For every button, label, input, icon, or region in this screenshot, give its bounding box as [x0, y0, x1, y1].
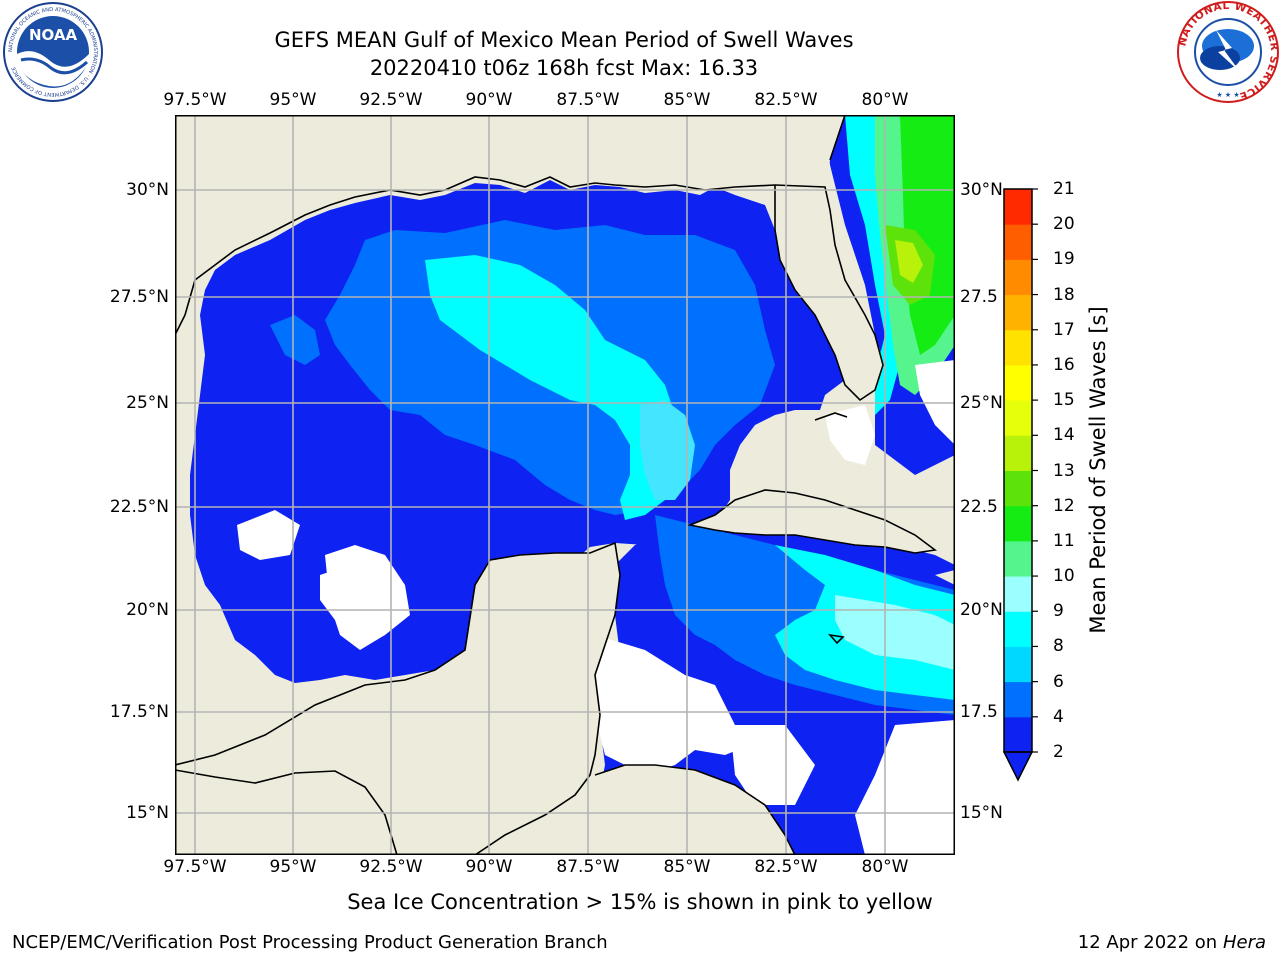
- colorbar-tick-label: 10: [1053, 566, 1075, 587]
- colorbar-segment: [1004, 716, 1032, 753]
- lat-label-right: 22.5: [960, 497, 998, 517]
- colorbar-tick-label: 12: [1053, 495, 1075, 516]
- colorbar: [1002, 188, 1038, 782]
- lon-label-bottom: 97.5°W: [163, 857, 227, 877]
- lat-label-right: 30°N: [960, 180, 1003, 200]
- land-cuba: [690, 490, 935, 553]
- colorbar-tick-label: 11: [1053, 530, 1075, 551]
- lat-label-left: 15°N: [126, 803, 169, 823]
- colorbar-label: Mean Period of Swell Waves [s]: [1086, 306, 1110, 634]
- colorbar-tick-label: 4: [1053, 706, 1064, 727]
- colorbar-tick-label: 17: [1053, 319, 1075, 340]
- colorbar-segment: [1004, 470, 1032, 507]
- swell-period-8-9s-caribbean: [835, 595, 955, 670]
- lon-label-bottom: 92.5°W: [359, 857, 423, 877]
- lat-label-left: 17.5°N: [109, 702, 169, 722]
- land-hispaniola-edge: [935, 570, 955, 585]
- missing-data-west-gulf-2: [237, 510, 300, 560]
- lon-label-top: 90°W: [465, 90, 513, 110]
- lon-label-top: 87.5°W: [556, 90, 620, 110]
- missing-data-bay-of-campeche: [320, 565, 370, 620]
- colorbar-tick-label: 16: [1053, 354, 1075, 375]
- lat-label-left: 27.5°N: [109, 287, 169, 307]
- nws-logo-stars: ★ ★ ★: [1216, 91, 1239, 99]
- lat-label-right: 17.5: [960, 702, 998, 722]
- noaa-logo: NOAA NATIONAL OCEANIC AND ATMOSPHERIC AD…: [3, 2, 103, 102]
- colorbar-segment: [1004, 224, 1032, 260]
- colorbar-segment: [1004, 364, 1032, 401]
- colorbar-tick-label: 20: [1053, 214, 1075, 235]
- land-north-gulf-coast: [175, 115, 845, 335]
- swell-period-6-8s: [640, 400, 695, 500]
- sea-ice-note: Sea Ice Concentration > 15% is shown in …: [347, 890, 933, 914]
- lon-label-bottom: 95°W: [269, 857, 317, 877]
- lon-label-top: 95°W: [269, 90, 317, 110]
- swell-period-2-4s-patch-west: [270, 315, 320, 365]
- land-florida: [775, 185, 883, 400]
- lon-label-top: 92.5°W: [359, 90, 423, 110]
- colorbar-tick-label: 9: [1053, 601, 1064, 622]
- colorbar-tick-label: 18: [1053, 284, 1075, 305]
- lat-label-left: 25°N: [126, 393, 169, 413]
- colorbar-tick-label: 14: [1053, 425, 1075, 446]
- graticule: [175, 115, 955, 855]
- lat-label-right: 20°N: [960, 600, 1003, 620]
- lat-label-left: 22.5°N: [109, 497, 169, 517]
- colorbar-segment: [1004, 189, 1032, 225]
- colorbar-segment: [1004, 505, 1032, 542]
- lon-label-bottom: 85°W: [663, 857, 711, 877]
- colorbar-segment: [1004, 435, 1032, 471]
- lon-label-top: 85°W: [663, 90, 711, 110]
- lat-label-left: 20°N: [126, 600, 169, 620]
- missing-data-florida-keys: [825, 405, 875, 465]
- footer-date: 12 Apr 2022 on Hera: [1078, 932, 1266, 953]
- colorbar-extend-triangle: [1002, 751, 1034, 782]
- lon-label-bottom: 87.5°W: [556, 857, 620, 877]
- colorbar-tick-label: 8: [1053, 636, 1064, 657]
- colorbar-tick-label: 19: [1053, 249, 1075, 270]
- coastlines: [175, 115, 938, 855]
- lat-label-right: 25°N: [960, 393, 1003, 413]
- map-frame: [175, 115, 955, 855]
- colorbar-segment: [1004, 611, 1032, 647]
- colorbar-tick-label: 13: [1053, 460, 1075, 481]
- footer-date-text: 12 Apr 2022 on: [1077, 932, 1223, 953]
- colorbar-segment: [1004, 294, 1032, 331]
- lat-label-left: 30°N: [126, 180, 169, 200]
- lon-label-top: 82.5°W: [754, 90, 818, 110]
- colorbar-tick-label: 2: [1053, 742, 1064, 762]
- colorbar-segment: [1004, 681, 1032, 718]
- colorbar-segment: [1004, 259, 1032, 296]
- missing-data-caribbean-s: [730, 725, 815, 805]
- map-title: GEFS MEAN Gulf of Mexico Mean Period of …: [274, 28, 854, 52]
- lon-label-bottom: 80°W: [861, 857, 909, 877]
- nws-logo: NATIONAL WEATHER SERVICE ★ ★ ★: [1176, 0, 1280, 103]
- lat-label-right: 15°N: [960, 803, 1003, 823]
- colorbar-tick-label: 15: [1053, 390, 1075, 411]
- swell-period-13-14s-atlantic: [895, 240, 923, 283]
- missing-data-caribbean-se: [855, 720, 955, 855]
- noaa-logo-text: NOAA: [29, 26, 78, 44]
- land-central-america: [595, 765, 795, 855]
- footer-credit: NCEP/EMC/Verification Post Processing Pr…: [12, 932, 608, 953]
- map-subtitle: 20220410 t06z 168h fcst Max: 16.33: [369, 56, 759, 80]
- missing-data-caribbean: [595, 635, 750, 775]
- colorbar-segment: [1004, 646, 1032, 683]
- lon-label-bottom: 82.5°W: [754, 857, 818, 877]
- colorbar-tick-label: 21: [1053, 179, 1075, 199]
- colorbar-segment: [1004, 540, 1032, 577]
- map-plot: [175, 115, 955, 855]
- colorbar-segment: [1004, 400, 1032, 436]
- land-yucatan: [175, 543, 620, 855]
- lon-label-top: 80°W: [861, 90, 909, 110]
- footer-host: Hera: [1222, 932, 1266, 953]
- lon-label-top: 97.5°W: [163, 90, 227, 110]
- colorbar-segment: [1004, 576, 1032, 612]
- colorbar-segment: [1004, 329, 1032, 366]
- lon-label-bottom: 90°W: [465, 857, 513, 877]
- lat-label-right: 27.5: [960, 287, 998, 307]
- colorbar-tick-label: 6: [1053, 671, 1064, 692]
